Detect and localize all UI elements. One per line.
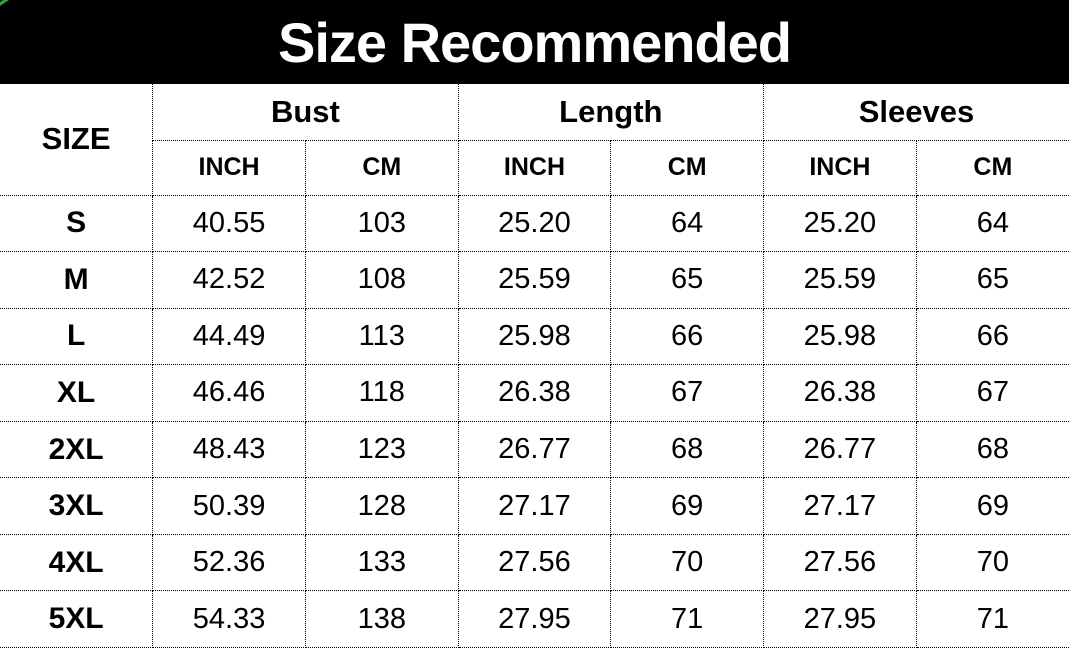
sleeves-inch-value: 26.77 (763, 420, 917, 479)
size-table-body: S 40.55 103 25.20 64 25.20 64 M 42.52 10… (0, 194, 1069, 648)
sleeves-inch-value: 25.59 (763, 251, 917, 309)
bust-inch-value: 44.49 (152, 307, 306, 366)
unit-header-row: INCH CM INCH CM INCH CM (0, 139, 1069, 196)
column-header-bust-inch: INCH (152, 139, 306, 196)
size-label: 2XL (0, 420, 154, 479)
column-group-sleeves: Sleeves (763, 84, 1069, 141)
length-inch-value: 25.98 (457, 307, 612, 366)
sleeves-inch-value: 27.95 (763, 590, 917, 648)
sleeves-cm-value: 66 (915, 307, 1069, 366)
table-row-4xl: 4XL 52.36 133 27.56 70 27.56 70 (0, 533, 1069, 592)
bust-cm-value: 133 (304, 533, 459, 592)
corner-artifact-mark (0, 0, 9, 6)
length-inch-value: 27.17 (457, 477, 612, 535)
bust-cm-value: 103 (304, 194, 459, 253)
length-inch-value: 25.59 (457, 251, 612, 309)
bust-inch-value: 40.55 (152, 194, 306, 253)
table-row-2xl: 2XL 48.43 123 26.77 68 26.77 68 (0, 420, 1069, 479)
length-cm-value: 65 (610, 251, 765, 309)
sleeves-inch-value: 26.38 (763, 364, 917, 422)
bust-cm-value: 123 (304, 420, 459, 479)
bust-cm-value: 113 (304, 307, 459, 366)
sleeves-cm-value: 69 (915, 477, 1069, 535)
bust-inch-value: 52.36 (152, 533, 306, 592)
size-label: M (0, 251, 154, 309)
size-table: SIZE Bust Length Sleeves INCH CM INCH CM… (0, 84, 1069, 648)
table-row-s: S 40.55 103 25.20 64 25.20 64 (0, 194, 1069, 253)
column-group-length: Length (457, 84, 765, 141)
length-inch-value: 26.38 (457, 364, 612, 422)
sleeves-inch-value: 27.17 (763, 477, 917, 535)
table-row-m: M 42.52 108 25.59 65 25.59 65 (0, 251, 1069, 309)
bust-cm-value: 138 (304, 590, 459, 648)
size-table-header: SIZE Bust Length Sleeves INCH CM INCH CM… (0, 84, 1069, 196)
table-row-5xl: 5XL 54.33 138 27.95 71 27.95 71 (0, 590, 1069, 648)
column-header-length-inch: INCH (457, 139, 612, 196)
length-inch-value: 27.56 (457, 533, 612, 592)
length-cm-value: 70 (610, 533, 765, 592)
length-inch-value: 27.95 (457, 590, 612, 648)
sleeves-inch-value: 27.56 (763, 533, 917, 592)
bust-inch-value: 46.46 (152, 364, 306, 422)
column-header-length-cm: CM (610, 139, 765, 196)
column-header-sleeves-inch: INCH (763, 139, 917, 196)
size-label: 5XL (0, 590, 154, 648)
bust-cm-value: 108 (304, 251, 459, 309)
bust-inch-value: 42.52 (152, 251, 306, 309)
table-row-l: L 44.49 113 25.98 66 25.98 66 (0, 307, 1069, 366)
bust-inch-value: 54.33 (152, 590, 306, 648)
length-cm-value: 67 (610, 364, 765, 422)
column-header-size: SIZE (0, 84, 154, 196)
sleeves-cm-value: 65 (915, 251, 1069, 309)
title-banner: Size Recommended (0, 0, 1069, 84)
table-row-xl: XL 46.46 118 26.38 67 26.38 67 (0, 364, 1069, 422)
length-cm-value: 64 (610, 194, 765, 253)
sleeves-cm-value: 68 (915, 420, 1069, 479)
length-inch-value: 26.77 (457, 420, 612, 479)
bust-inch-value: 50.39 (152, 477, 306, 535)
bust-cm-value: 128 (304, 477, 459, 535)
length-cm-value: 68 (610, 420, 765, 479)
sleeves-cm-value: 67 (915, 364, 1069, 422)
column-group-bust: Bust (152, 84, 459, 141)
sleeves-inch-value: 25.20 (763, 194, 917, 253)
sleeves-cm-value: 64 (915, 194, 1069, 253)
column-header-sleeves-cm: CM (915, 139, 1069, 196)
sleeves-inch-value: 25.98 (763, 307, 917, 366)
length-cm-value: 71 (610, 590, 765, 648)
sleeves-cm-value: 71 (915, 590, 1069, 648)
bust-inch-value: 48.43 (152, 420, 306, 479)
size-label: L (0, 307, 154, 366)
size-label: S (0, 194, 154, 253)
group-header-row: SIZE Bust Length Sleeves (0, 84, 1069, 196)
size-label: 4XL (0, 533, 154, 592)
sleeves-cm-value: 70 (915, 533, 1069, 592)
length-cm-value: 69 (610, 477, 765, 535)
bust-cm-value: 118 (304, 364, 459, 422)
column-header-bust-cm: CM (304, 139, 459, 196)
size-label: 3XL (0, 477, 154, 535)
length-cm-value: 66 (610, 307, 765, 366)
size-label: XL (0, 364, 154, 422)
length-inch-value: 25.20 (457, 194, 612, 253)
table-row-3xl: 3XL 50.39 128 27.17 69 27.17 69 (0, 477, 1069, 535)
page-title: Size Recommended (277, 11, 792, 74)
